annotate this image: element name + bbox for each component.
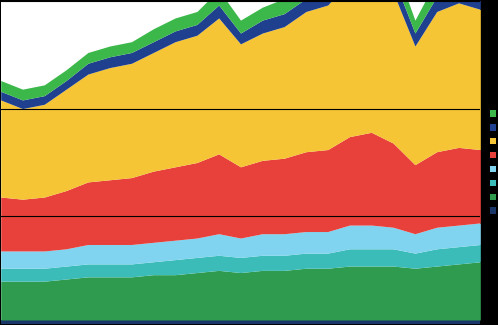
Legend: , , , , , , , : , , , , , , , <box>490 109 498 216</box>
